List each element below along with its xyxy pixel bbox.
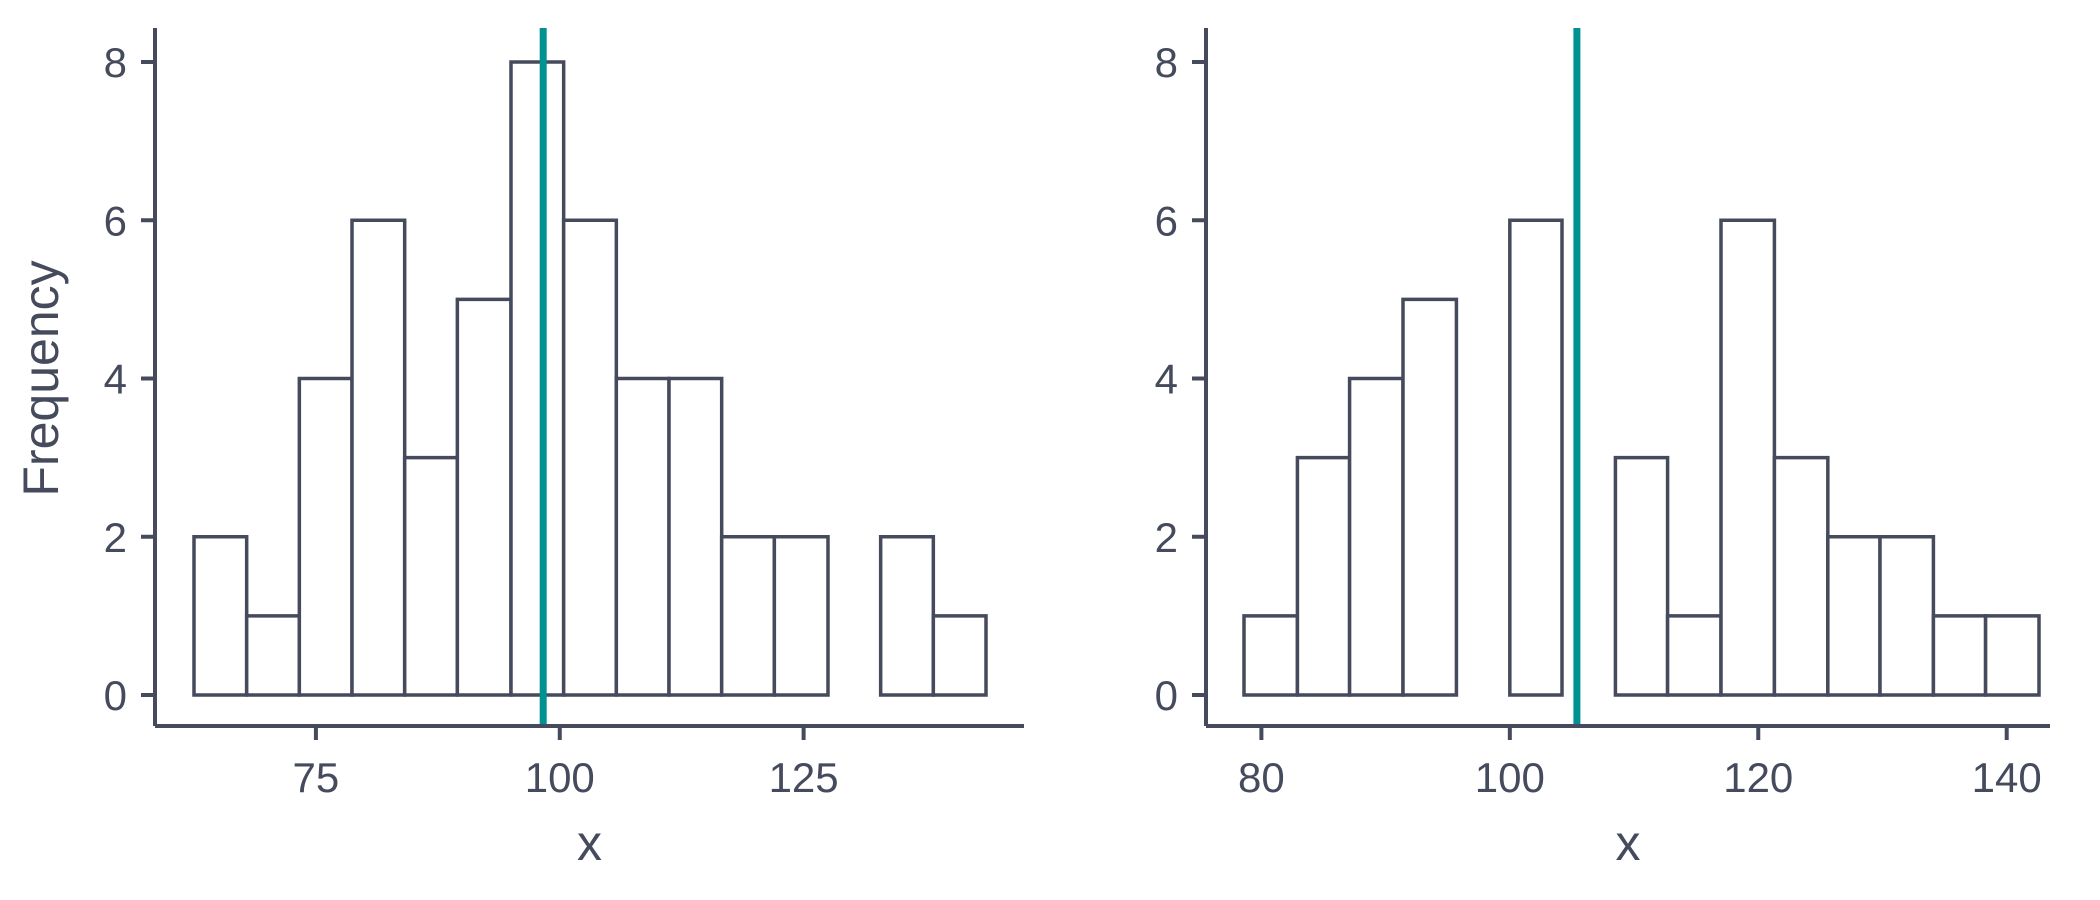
histogram-bar	[455, 297, 513, 697]
histogram-bar	[1878, 535, 1936, 697]
histogram-bar	[1772, 455, 1830, 697]
histogram-bar	[192, 535, 249, 697]
y-tick-label: 0	[104, 672, 127, 719]
y-tick-label: 0	[1155, 672, 1178, 719]
histogram-bar	[402, 455, 460, 697]
histogram-bar	[244, 614, 302, 697]
x-tick-label: 125	[769, 754, 839, 801]
x-tick-label: 80	[1238, 754, 1285, 801]
histogram-panel-2: 0 2 4 6 8 80 100 120 140 x	[1155, 28, 2050, 871]
histogram-bar	[719, 535, 777, 697]
x-axis-title: x	[1616, 815, 1641, 871]
histogram-bar	[931, 614, 988, 697]
y-tick-label: 6	[104, 197, 127, 244]
histogram-bar	[1613, 455, 1670, 697]
histogram-bar	[1401, 297, 1459, 697]
x-tick-label: 75	[293, 754, 340, 801]
y-tick-label: 2	[1155, 514, 1178, 561]
y-axis-title: Frequency	[13, 260, 69, 496]
histogram-bar	[1826, 535, 1882, 697]
histogram-bar	[614, 376, 671, 697]
histogram-bar	[1983, 614, 2041, 697]
histogram-panel-1: 0 2 4 6 8 75 100 125 x Frequency	[13, 28, 1024, 871]
x-axis-title: x	[577, 815, 602, 871]
histogram-bar	[1931, 614, 1988, 697]
y-tick-label: 2	[104, 514, 127, 561]
x-tick-label: 100	[525, 754, 595, 801]
histogram-bar	[297, 376, 354, 697]
histogram-bar	[1347, 376, 1405, 697]
histogram-bar	[1665, 614, 1723, 697]
x-tick-label: 140	[1972, 754, 2042, 801]
y-tick-label: 4	[104, 356, 127, 403]
y-tick-label: 8	[1155, 39, 1178, 86]
histogram-bar	[667, 376, 724, 697]
x-tick-label: 100	[1475, 754, 1545, 801]
histogram-bar	[509, 60, 566, 697]
y-tick-label: 8	[104, 39, 127, 86]
y-tick-label: 4	[1155, 356, 1178, 403]
y-tick-label: 6	[1155, 197, 1178, 244]
histogram-bar	[1295, 455, 1352, 697]
histogram-bar	[1242, 614, 1300, 697]
x-tick-label: 120	[1723, 754, 1793, 801]
histogram-bar	[772, 535, 830, 697]
histogram-bar	[1719, 218, 1777, 697]
histogram-bar	[350, 218, 407, 697]
histogram-bar	[1508, 218, 1564, 697]
histogram-bar	[878, 535, 936, 697]
histogram-bar	[561, 218, 619, 697]
